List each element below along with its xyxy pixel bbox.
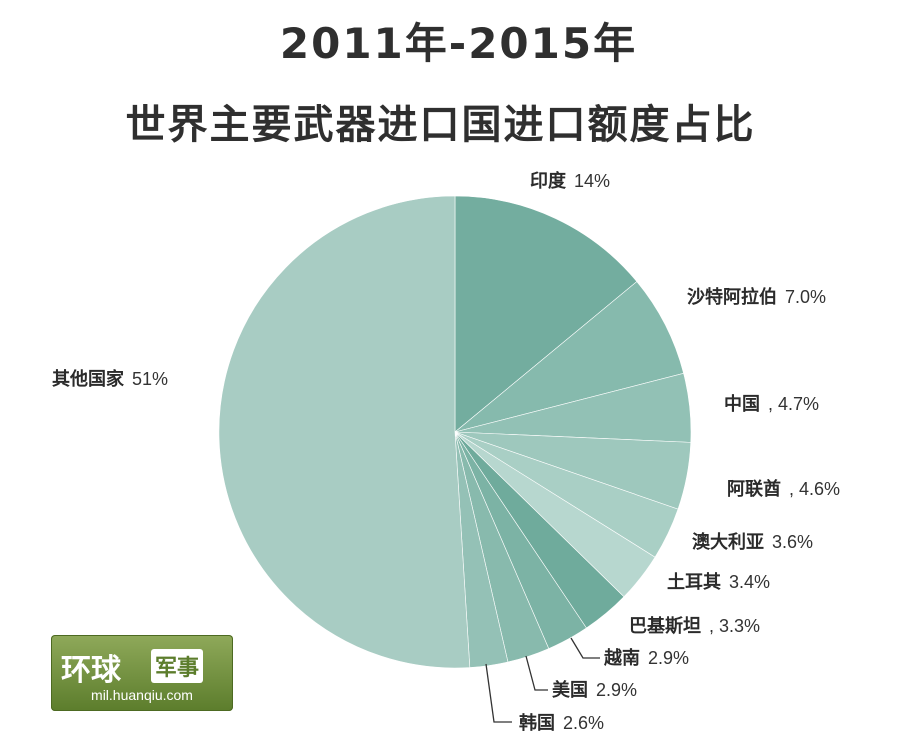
- slice-label-value: 2.9%: [596, 680, 637, 700]
- slice-label-7: 巴基斯坦 , 3.3%: [629, 615, 760, 637]
- slice-label-3: 中国 , 4.7%: [724, 393, 819, 415]
- slice-label-name: 巴基斯坦: [629, 615, 701, 637]
- slice-label-8: 越南 2.9%: [603, 647, 689, 669]
- slice-label-name: 美国: [552, 679, 588, 701]
- slice-label-4: 阿联酋 , 4.6%: [727, 478, 840, 500]
- slice-label-name: 土耳其: [667, 572, 721, 593]
- logo-brand: 环球: [61, 653, 121, 688]
- slice-label-value: , 3.3%: [709, 616, 760, 636]
- slice-label-6: 土耳其 3.4%: [667, 572, 770, 593]
- slice-label-name: 沙特阿拉伯: [687, 286, 777, 308]
- slice-label-2: 沙特阿拉伯 7.0%: [687, 286, 826, 308]
- slice-label-value: 51%: [132, 369, 168, 389]
- pie-slice-1: [454, 195, 638, 433]
- pie-slice-2: [454, 281, 684, 433]
- logo-url: mil.huanqiu.com: [91, 687, 193, 703]
- pie-slices: [218, 195, 692, 669]
- slice-label-name: 阿联酋: [727, 478, 781, 500]
- leader-line-9: [525, 655, 548, 691]
- slice-label-value: 14%: [574, 171, 610, 191]
- slice-label-value: 2.6%: [563, 713, 604, 733]
- slice-labels: 印度 14%沙特阿拉伯 7.0%中国, 4.7%阿联酋, 4.6%澳大利亚 3.6%土…: [52, 170, 840, 734]
- slice-label-name: 澳大利亚: [692, 531, 764, 553]
- slice-label-5: 澳大利亚 3.6%: [692, 531, 813, 553]
- chart-title-line2: 世界主要武器进口国进口额度占比: [125, 102, 756, 148]
- slice-label-value: 2.9%: [648, 648, 689, 668]
- slice-label-name: 越南: [603, 647, 640, 669]
- slice-label-1: 印度 14%: [530, 170, 610, 192]
- leader-line-10: [485, 663, 512, 723]
- slice-label-name: 韩国: [519, 712, 555, 734]
- chart-title-line1: 2011年-2015年: [279, 19, 638, 68]
- leader-line-8: [570, 637, 600, 659]
- slice-label-name: 印度: [530, 170, 567, 192]
- slice-label-value: 3.6%: [772, 532, 813, 552]
- leader-lines: [485, 637, 600, 723]
- slice-label-value: , 4.7%: [768, 394, 819, 414]
- slice-label-name: 其他国家: [52, 368, 125, 390]
- huanqiu-logo: 环球 军事 mil.huanqiu.com: [51, 635, 233, 711]
- slice-label-value: 3.4%: [729, 572, 770, 592]
- slice-label-9: 美国 2.9%: [552, 679, 637, 701]
- slice-label-value: , 4.6%: [789, 479, 840, 499]
- pie-slice-11: [218, 195, 471, 669]
- slice-label-name: 中国: [724, 393, 760, 415]
- slice-label-10: 韩国 2.6%: [519, 712, 604, 734]
- slice-label-11: 其他国家 51%: [52, 368, 168, 390]
- logo-tag: 军事: [151, 649, 204, 683]
- slice-label-value: 7.0%: [785, 287, 826, 307]
